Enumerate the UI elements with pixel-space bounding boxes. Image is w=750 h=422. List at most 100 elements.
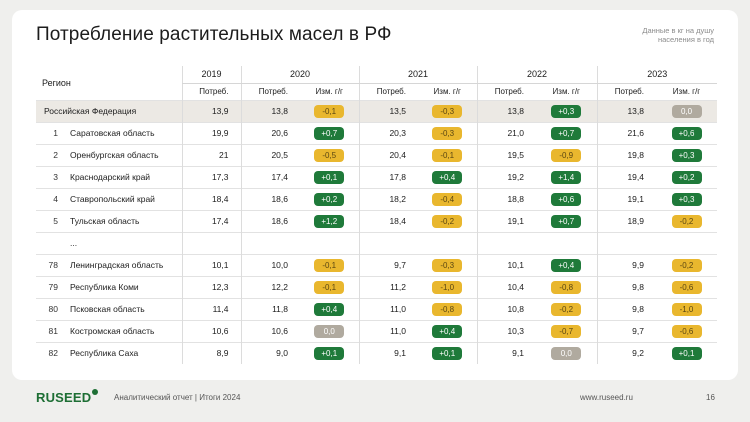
change-badge: -0,8 — [432, 302, 463, 316]
footer: RUSEED Аналитический отчет | Итоги 2024 … — [0, 386, 750, 416]
consumption-value: 19,2 — [476, 165, 536, 188]
rank-number: 78 — [36, 253, 62, 276]
change-header: Изм. г/г — [315, 87, 343, 96]
consumption-value: 9,1 — [358, 341, 418, 364]
consumption-value: 10,0 — [240, 253, 300, 276]
change-badge: -0,1 — [314, 104, 345, 118]
website-link[interactable]: www.ruseed.ru — [580, 393, 633, 402]
change-badge: +0,2 — [314, 192, 345, 206]
rank-number: 79 — [36, 275, 62, 298]
change-badge: +0,7 — [314, 126, 345, 140]
consumption-value: 13,8 — [596, 99, 656, 122]
change-badge: -0,2 — [671, 214, 702, 228]
consumption-value: 18,9 — [596, 209, 656, 232]
table-row: 4 Ставропольский край 18,4 18,6 +0,2 18,2 -0,4… — [36, 187, 717, 210]
empty-cell — [536, 231, 597, 254]
consumption-value: 11,8 — [240, 297, 300, 320]
change-badge: -1,0 — [671, 302, 702, 316]
consumption-value: 10,1 — [476, 253, 536, 276]
rank-number: 5 — [36, 209, 62, 232]
change-badge: 0,0 — [551, 346, 582, 360]
change-badge: -0,4 — [432, 192, 463, 206]
consumption-value: 9,8 — [596, 297, 656, 320]
consumption-value: 13,8 — [240, 99, 300, 122]
change-badge: +0,3 — [551, 104, 582, 118]
report-label: Аналитический отчет | Итоги 2024 — [114, 393, 241, 402]
consumption-value: 12,3 — [181, 275, 241, 298]
region-header: Регион — [42, 77, 71, 88]
logo-mark-icon — [92, 389, 98, 395]
consumption-value — [240, 231, 300, 254]
federation-row: Российская Федерация 13,9 13,8 -0,1 13,5 -0,3… — [36, 99, 717, 122]
empty-cell — [300, 231, 359, 254]
consumption-value — [596, 231, 656, 254]
region-name: Российская Федерация — [36, 99, 182, 122]
rank-number: 82 — [36, 341, 62, 364]
consumption-value: 10,3 — [476, 319, 536, 342]
consumption-value: 20,6 — [240, 121, 300, 144]
region-name: Ставропольский край — [62, 187, 182, 210]
consumption-value: 9,7 — [596, 319, 656, 342]
consumption-value: 10,6 — [181, 319, 241, 342]
consumption-value: 13,8 — [476, 99, 536, 122]
page-title: Потребление растительных масел в РФ — [36, 24, 392, 45]
change-badge: -0,2 — [551, 302, 582, 316]
consumption-value: 19,5 — [476, 143, 536, 166]
consumption-value: 9,1 — [476, 341, 536, 364]
change-badge: +0,1 — [432, 346, 463, 360]
year-header-row: Регион 2019 2020 2021 2022 2023 — [36, 66, 717, 88]
consumption-value: 18,6 — [240, 187, 300, 210]
region-name: Саратовская область — [62, 121, 182, 144]
change-badge: -0,3 — [432, 104, 463, 118]
consumption-value: 19,8 — [596, 143, 656, 166]
year-header: 2021 — [358, 66, 477, 84]
consumption-value — [358, 231, 418, 254]
consumption-header: Потреб. — [476, 83, 536, 100]
consumption-value: 18,8 — [476, 187, 536, 210]
rank-number: 1 — [36, 121, 62, 144]
change-badge: +0,4 — [314, 302, 345, 316]
change-badge: +0,1 — [314, 346, 345, 360]
page-number: 16 — [706, 393, 715, 402]
table-row: 3 Краснодарский край 17,3 17,4 +0,1 17,8 +0,4 1… — [36, 165, 717, 188]
change-badge: +0,3 — [671, 192, 702, 206]
change-badge: -0,1 — [432, 148, 463, 162]
brand-logo[interactable]: RUSEED — [36, 390, 92, 405]
report-card: Потребление растительных масел в РФ Данн… — [12, 10, 738, 380]
change-badge: +0,6 — [671, 126, 702, 140]
consumption-value: 10,8 — [476, 297, 536, 320]
region-name: Республика Саха — [62, 341, 182, 364]
consumption-value: 17,3 — [181, 165, 241, 188]
change-badge: +0,1 — [314, 170, 345, 184]
change-badge: -0,6 — [671, 280, 702, 294]
consumption-value: 10,4 — [476, 275, 536, 298]
change-badge: +1,2 — [314, 214, 345, 228]
region-name: Костромская область — [62, 319, 182, 342]
consumption-value: 11,0 — [358, 319, 418, 342]
consumption-value: 19,1 — [476, 209, 536, 232]
region-name: Тульская область — [62, 209, 182, 232]
consumption-value: 9,7 — [358, 253, 418, 276]
region-name: Ленинградская область — [62, 253, 182, 276]
consumption-value: 20,3 — [358, 121, 418, 144]
ellipsis-row: ... — [36, 231, 717, 254]
consumption-value: 18,6 — [240, 209, 300, 232]
change-badge: -1,0 — [432, 280, 463, 294]
change-badge: -0,5 — [314, 148, 345, 162]
consumption-value: 10,6 — [240, 319, 300, 342]
consumption-value: 17,8 — [358, 165, 418, 188]
change-badge: -0,1 — [314, 280, 345, 294]
table-row: 1 Саратовская область 19,9 20,6 +0,7 20,3 -0,3… — [36, 121, 717, 144]
year-header: 2020 — [240, 66, 359, 84]
table-row: 79 Республика Коми 12,3 12,2 -0,1 11,2 -1,0 10,… — [36, 275, 717, 298]
consumption-value: 9,0 — [240, 341, 300, 364]
region-name: Краснодарский край — [62, 165, 182, 188]
consumption-value — [476, 231, 536, 254]
consumption-value: 13,9 — [181, 99, 241, 122]
units-note: Данные в кг на душу населения в год — [642, 26, 714, 44]
table-body: Российская Федерация 13,9 13,8 -0,1 13,5 -0,3… — [36, 99, 717, 364]
change-badge: +0,2 — [671, 170, 702, 184]
change-badge: 0,0 — [314, 324, 345, 338]
change-badge: -0,2 — [432, 214, 463, 228]
consumption-value: 18,4 — [181, 187, 241, 210]
